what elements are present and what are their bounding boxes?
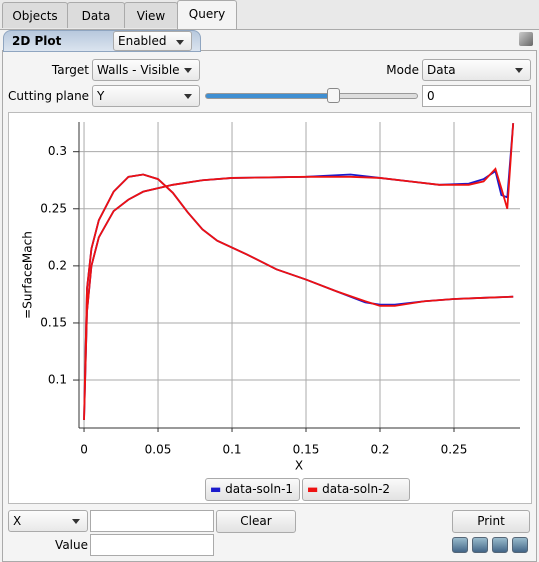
axis-combo[interactable]: X (8, 510, 88, 532)
x-tick-label: 0.25 (441, 443, 468, 457)
enabled-combo[interactable]: Enabled (113, 31, 192, 51)
up-icon[interactable] (492, 537, 508, 553)
y-tick-label: 0.15 (40, 315, 67, 329)
legend-label: data-soln-1 (225, 482, 294, 496)
target-label: Target (51, 63, 89, 77)
y-axis-label: =SurfaceMach (21, 231, 35, 319)
tab[interactable]: Query (177, 0, 237, 30)
x-tick-label: 0.05 (145, 443, 172, 457)
x-tick-label: 0.2 (370, 443, 389, 457)
mode-combo[interactable]: Data (422, 59, 531, 81)
legend-entry[interactable]: ▬ data-soln-2 (302, 478, 410, 501)
mode-label: Mode (386, 63, 419, 77)
x-tick-label: 0.15 (293, 443, 320, 457)
legend-label: data-soln-2 (322, 482, 391, 496)
series-line (83, 123, 515, 421)
legend-entry[interactable]: ▬ data-soln-1 (205, 478, 300, 501)
slider[interactable] (205, 93, 418, 99)
y-tick-label: 0.1 (48, 373, 67, 387)
cutting-combo[interactable]: Y (92, 85, 200, 107)
x-tick-label: 0.1 (222, 443, 241, 457)
slider-handle[interactable] (327, 88, 340, 103)
cutting-label: Cutting plane (8, 89, 90, 103)
tab[interactable]: Data (67, 2, 125, 28)
y-tick-label: 0.2 (48, 258, 67, 272)
value-label: Value (55, 538, 88, 552)
axis-field[interactable] (90, 510, 214, 532)
clear-button[interactable]: Clear (216, 510, 296, 533)
down-icon[interactable] (512, 537, 528, 553)
x-axis-label: X (295, 459, 303, 473)
value-field[interactable] (90, 534, 214, 556)
zoom-in-icon[interactable] (472, 537, 488, 553)
print-button[interactable]: Print (452, 510, 530, 533)
zoom-out-icon[interactable] (452, 537, 468, 553)
x-tick-label: 0 (80, 443, 88, 457)
series-line (83, 123, 515, 421)
tab[interactable]: View (124, 2, 178, 28)
tab[interactable]: Objects (2, 2, 68, 28)
y-tick-label: 0.25 (40, 201, 67, 215)
panel-title: 2D Plot (12, 34, 62, 48)
cube-icon[interactable] (519, 32, 533, 46)
y-tick-label: 0.3 (48, 144, 67, 158)
target-combo[interactable]: Walls - Visible (92, 59, 200, 81)
cutting-value[interactable]: 0 (422, 85, 531, 107)
